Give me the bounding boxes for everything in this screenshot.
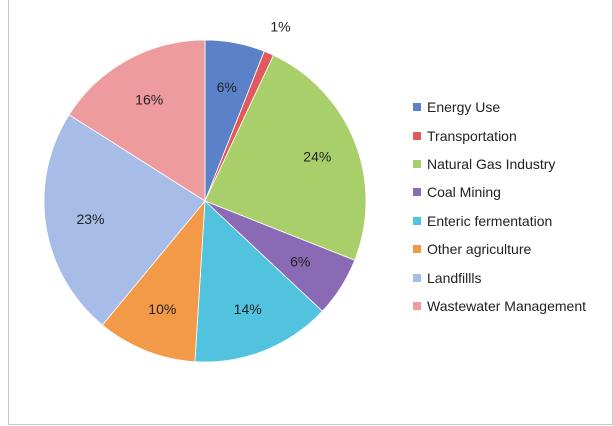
legend-swatch <box>413 103 421 112</box>
chart-frame: 6% 1% 24% 6% 14% 10% 23% 16% Energy Use Transpor… <box>8 0 613 425</box>
legend-label: Energy Use <box>427 99 501 116</box>
legend-swatch <box>413 131 421 140</box>
legend-label: Enteric fermentation <box>427 212 553 229</box>
pie-data-labels: 6% 1% 24% 6% 14% 10% 23% 16% <box>76 19 331 317</box>
data-label-wastewater-management: 16% <box>135 91 163 107</box>
pie-slice-enteric-fermentation <box>194 200 323 363</box>
legend-swatch <box>413 245 421 254</box>
data-label-energy-use: 6% <box>217 79 237 95</box>
pie-slices <box>43 39 367 363</box>
legend-item-transportation: Transportation <box>413 121 586 149</box>
legend-item-natural-gas-industry: Natural Gas Industry <box>413 150 586 178</box>
legend-swatch <box>413 301 421 310</box>
data-label-coal-mining: 6% <box>290 253 310 269</box>
legend-item-wastewater-management: Wastewater Management <box>413 292 586 320</box>
data-label-enteric-fermentation: 14% <box>234 301 262 317</box>
legend-item-energy-use: Energy Use <box>413 93 586 121</box>
legend-label: Landfillls <box>427 269 482 286</box>
pie-slice-other-agriculture <box>101 199 206 363</box>
legend-swatch <box>413 216 421 225</box>
legend-label: Wastewater Management <box>427 297 586 314</box>
pie-chart: 6% 1% 24% 6% 14% 10% 23% 16% <box>43 19 367 363</box>
legend-swatch <box>413 188 421 197</box>
legend-item-coal-mining: Coal Mining <box>413 178 586 206</box>
pie-slice-landfillls <box>43 114 206 326</box>
data-label-transportation: 1% <box>270 19 290 35</box>
legend-label: Natural Gas Industry <box>427 155 556 172</box>
pie-slice-wastewater-management <box>68 39 206 202</box>
legend-label: Coal Mining <box>427 184 501 201</box>
data-label-other-agriculture: 10% <box>148 301 176 317</box>
legend: Energy Use Transportation Natural Gas Indu… <box>413 93 586 320</box>
legend-item-enteric-fermentation: Enteric fermentation <box>413 207 586 235</box>
data-label-landfillls: 23% <box>76 211 104 227</box>
pie-slice-natural-gas-industry <box>204 54 367 261</box>
data-label-natural-gas-industry: 24% <box>303 149 331 165</box>
legend-label: Other agriculture <box>427 241 532 258</box>
legend-swatch <box>413 159 421 168</box>
legend-item-landfillls: Landfillls <box>413 263 586 291</box>
legend-swatch <box>413 273 421 282</box>
legend-item-other-agriculture: Other agriculture <box>413 235 586 263</box>
legend-label: Transportation <box>427 127 517 144</box>
